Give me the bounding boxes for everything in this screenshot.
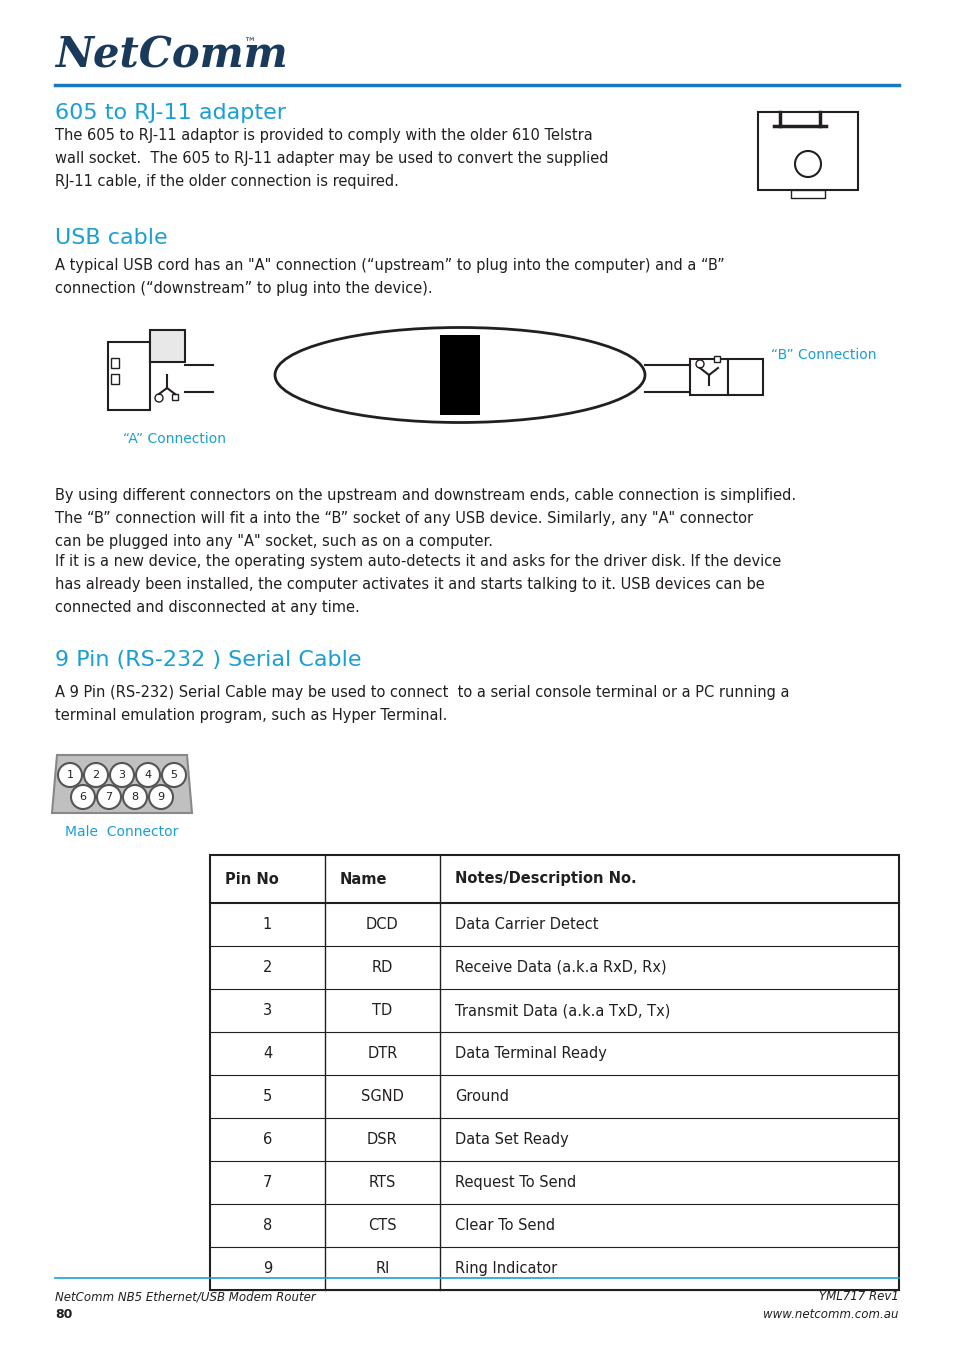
FancyBboxPatch shape (758, 112, 857, 191)
Circle shape (136, 763, 160, 787)
Text: NetComm NB5 Ethernet/USB Modem Router: NetComm NB5 Ethernet/USB Modem Router (55, 1290, 315, 1303)
FancyBboxPatch shape (790, 191, 824, 197)
Circle shape (696, 360, 703, 368)
Text: DTR: DTR (367, 1046, 397, 1061)
FancyBboxPatch shape (150, 330, 185, 362)
Text: 5: 5 (171, 771, 177, 780)
Text: RD: RD (372, 960, 393, 975)
Text: 4: 4 (144, 771, 152, 780)
FancyBboxPatch shape (689, 360, 727, 395)
Circle shape (154, 393, 163, 402)
Text: “A” Connection: “A” Connection (123, 433, 226, 446)
FancyBboxPatch shape (713, 356, 720, 362)
FancyBboxPatch shape (108, 342, 150, 410)
Text: 80: 80 (55, 1307, 72, 1321)
Text: Data Terminal Ready: Data Terminal Ready (455, 1046, 606, 1061)
Text: 8: 8 (263, 1218, 272, 1233)
Text: Data Set Ready: Data Set Ready (455, 1132, 568, 1146)
Text: www.netcomm.com.au: www.netcomm.com.au (762, 1307, 898, 1321)
Text: Ring Indicator: Ring Indicator (455, 1261, 557, 1276)
FancyBboxPatch shape (172, 393, 178, 400)
Circle shape (97, 786, 121, 808)
Circle shape (794, 151, 821, 177)
Text: TD: TD (372, 1003, 393, 1018)
Text: A typical USB cord has an "A" connection (“upstream” to plug into the computer) : A typical USB cord has an "A" connection… (55, 258, 724, 296)
FancyBboxPatch shape (111, 358, 119, 368)
Text: NetComm: NetComm (55, 35, 287, 77)
Text: 6: 6 (263, 1132, 272, 1146)
FancyBboxPatch shape (111, 375, 119, 384)
Text: 2: 2 (262, 960, 272, 975)
FancyBboxPatch shape (727, 360, 762, 395)
Text: 3: 3 (118, 771, 126, 780)
FancyBboxPatch shape (439, 335, 479, 415)
Text: DCD: DCD (366, 917, 398, 932)
Text: RTS: RTS (369, 1175, 395, 1190)
Text: 5: 5 (263, 1088, 272, 1105)
Text: 6: 6 (79, 792, 87, 802)
Text: Notes/Description No.: Notes/Description No. (455, 872, 636, 887)
Text: USB cable: USB cable (55, 228, 168, 247)
Circle shape (84, 763, 108, 787)
Text: Male  Connector: Male Connector (65, 825, 178, 840)
Text: 7: 7 (106, 792, 112, 802)
Text: YML717 Rev1: YML717 Rev1 (819, 1290, 898, 1303)
Text: 2: 2 (92, 771, 99, 780)
Text: 1: 1 (67, 771, 73, 780)
Text: 1: 1 (263, 917, 272, 932)
Text: CTS: CTS (368, 1218, 396, 1233)
Circle shape (162, 763, 186, 787)
Text: Name: Name (339, 872, 387, 887)
Circle shape (123, 786, 147, 808)
Text: DSR: DSR (367, 1132, 397, 1146)
Text: A 9 Pin (RS-232) Serial Cable may be used to connect  to a serial console termin: A 9 Pin (RS-232) Serial Cable may be use… (55, 685, 789, 723)
Text: Clear To Send: Clear To Send (455, 1218, 555, 1233)
Text: 9 Pin (RS-232 ) Serial Cable: 9 Pin (RS-232 ) Serial Cable (55, 650, 361, 671)
Ellipse shape (305, 339, 615, 411)
Ellipse shape (387, 366, 532, 384)
Text: 4: 4 (263, 1046, 272, 1061)
Text: Transmit Data (a.k.a TxD, Tx): Transmit Data (a.k.a TxD, Tx) (455, 1003, 670, 1018)
Text: Pin No: Pin No (225, 872, 278, 887)
Text: 3: 3 (263, 1003, 272, 1018)
Circle shape (149, 786, 172, 808)
Text: Receive Data (a.k.a RxD, Rx): Receive Data (a.k.a RxD, Rx) (455, 960, 666, 975)
Text: SGND: SGND (360, 1088, 403, 1105)
Text: RI: RI (375, 1261, 389, 1276)
Ellipse shape (359, 358, 559, 392)
Circle shape (71, 786, 95, 808)
Text: Data Carrier Detect: Data Carrier Detect (455, 917, 598, 932)
Text: “B” Connection: “B” Connection (770, 347, 876, 362)
Text: The 605 to RJ-11 adaptor is provided to comply with the older 610 Telstra
wall s: The 605 to RJ-11 adaptor is provided to … (55, 128, 608, 188)
FancyBboxPatch shape (210, 854, 898, 1290)
Text: If it is a new device, the operating system auto-detects it and asks for the dri: If it is a new device, the operating sys… (55, 554, 781, 615)
Polygon shape (52, 754, 192, 813)
Text: 9: 9 (263, 1261, 272, 1276)
Text: Ground: Ground (455, 1088, 509, 1105)
Circle shape (58, 763, 82, 787)
Text: 605 to RJ-11 adapter: 605 to RJ-11 adapter (55, 103, 286, 123)
Ellipse shape (274, 327, 644, 422)
Ellipse shape (333, 349, 587, 402)
Text: 7: 7 (262, 1175, 272, 1190)
Text: Request To Send: Request To Send (455, 1175, 576, 1190)
Text: 9: 9 (157, 792, 164, 802)
Text: By using different connectors on the upstream and downstream ends, cable connect: By using different connectors on the ups… (55, 488, 796, 549)
Text: 8: 8 (132, 792, 138, 802)
Circle shape (110, 763, 133, 787)
Text: ™: ™ (243, 37, 255, 50)
